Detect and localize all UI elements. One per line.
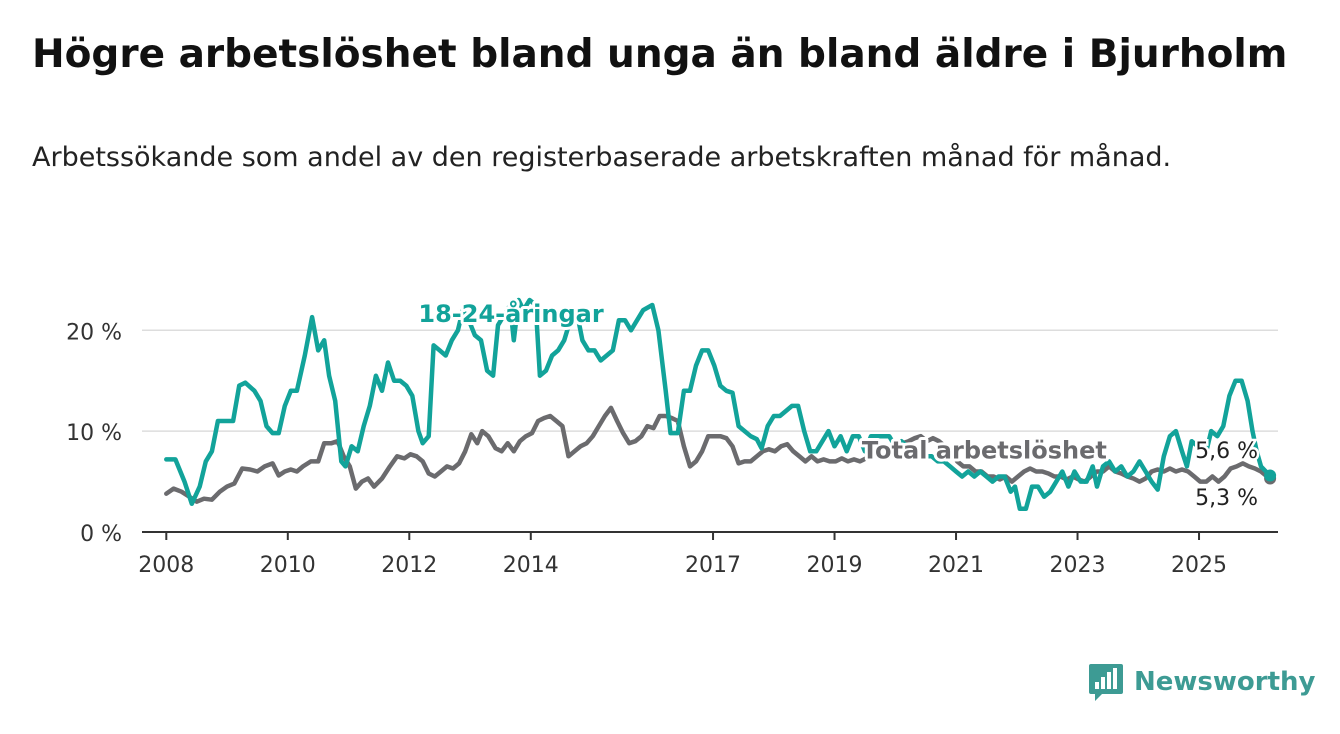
series-labels: 18-24-åringar Total arbetslöshet 5,6 % 5,3 … bbox=[415, 296, 1260, 513]
y-tick-label: 0 % bbox=[80, 522, 122, 547]
chart-title: Högre arbetslöshet bland unga än bland ä… bbox=[32, 32, 1288, 77]
series-label-18-24: 18-24-åringar bbox=[418, 299, 603, 328]
axis-ticks: 0 % 10 % 20 % 2008 2010 2012 2014 2017 2019 2021 2… bbox=[66, 320, 1278, 578]
series-label-total: Total arbetslöshet bbox=[862, 436, 1107, 464]
x-tick-label: 2017 bbox=[685, 553, 741, 578]
series-lines bbox=[164, 297, 1277, 512]
x-tick-label: 2021 bbox=[928, 553, 984, 578]
x-tick-label: 2008 bbox=[138, 553, 194, 578]
series-line-18-24 bbox=[164, 297, 1273, 512]
x-tick-label: 2014 bbox=[503, 553, 559, 578]
end-value-label-18-24: 5,6 % bbox=[1195, 439, 1258, 464]
x-tick-label: 2012 bbox=[381, 553, 437, 578]
series-end-dot-18-24 bbox=[1264, 469, 1277, 482]
y-tick-label: 10 % bbox=[66, 421, 122, 446]
newsworthy-logo-icon bbox=[1089, 664, 1123, 701]
newsworthy-brand: Newsworthy bbox=[1088, 660, 1315, 704]
x-tick-label: 2019 bbox=[807, 553, 863, 578]
y-tick-label: 20 % bbox=[66, 320, 122, 345]
x-tick-label: 2025 bbox=[1171, 553, 1227, 578]
grid-lines bbox=[142, 329, 1278, 432]
x-tick-label: 2023 bbox=[1050, 553, 1106, 578]
chart-subtitle: Arbetssökande som andel av den registerb… bbox=[32, 142, 1172, 173]
brand-name: Newsworthy bbox=[1134, 667, 1316, 697]
x-tick-label: 2010 bbox=[260, 553, 316, 578]
end-value-label-total: 5,3 % bbox=[1195, 486, 1258, 511]
